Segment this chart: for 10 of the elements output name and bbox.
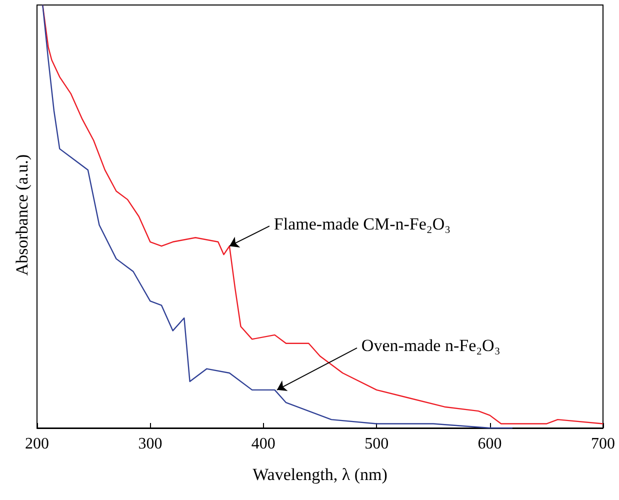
x-tick-label: 400 xyxy=(251,436,276,452)
x-tick-label: 200 xyxy=(25,436,49,452)
annotation: Flame-made CM-n-Fe₂O₃ xyxy=(274,214,451,234)
x-axis-title: Wavelength, λ (nm) xyxy=(252,465,388,484)
x-tick-label: 700 xyxy=(591,436,615,452)
y-axis-title: Absorbance (a.u.) xyxy=(12,154,32,276)
x-tick-label: 300 xyxy=(138,436,162,452)
x-tick-label: 600 xyxy=(478,436,502,452)
x-tick-label: 500 xyxy=(364,436,389,452)
annotation: Oven-made n-Fe₂O₃ xyxy=(361,336,500,356)
